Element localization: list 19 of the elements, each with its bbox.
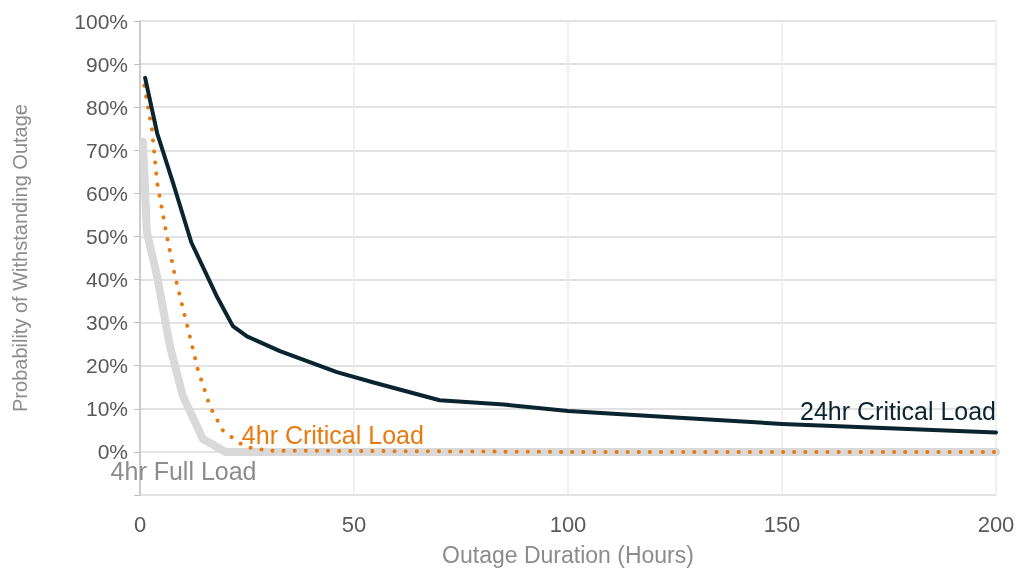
y-tick-label: 70%	[85, 138, 128, 162]
x-tick-label: 0	[133, 511, 147, 537]
y-tick-label: 20%	[85, 354, 128, 378]
x-tick-label: 100	[549, 511, 587, 537]
y-tick-label: 60%	[85, 181, 128, 205]
y-tick-label: 80%	[85, 95, 128, 119]
x-axis-title: Outage Duration (Hours)	[442, 541, 694, 568]
y-tick-label: 90%	[85, 52, 128, 76]
x-tick-label: 200	[977, 511, 1015, 537]
x-tick-label: 50	[341, 511, 367, 537]
y-axis-title: Probability of Withstanding Outage	[9, 104, 31, 412]
series-label: 24hr Critical Load	[800, 397, 996, 426]
y-tick-label: 30%	[85, 311, 128, 335]
x-tick-label: 150	[763, 511, 801, 537]
y-tick-label: 100%	[74, 9, 128, 33]
y-tick-label: 50%	[85, 224, 128, 248]
y-tick-label: 40%	[85, 268, 128, 292]
y-tick-label: 10%	[85, 397, 128, 421]
series-label: 4hr Critical Load	[241, 420, 424, 449]
